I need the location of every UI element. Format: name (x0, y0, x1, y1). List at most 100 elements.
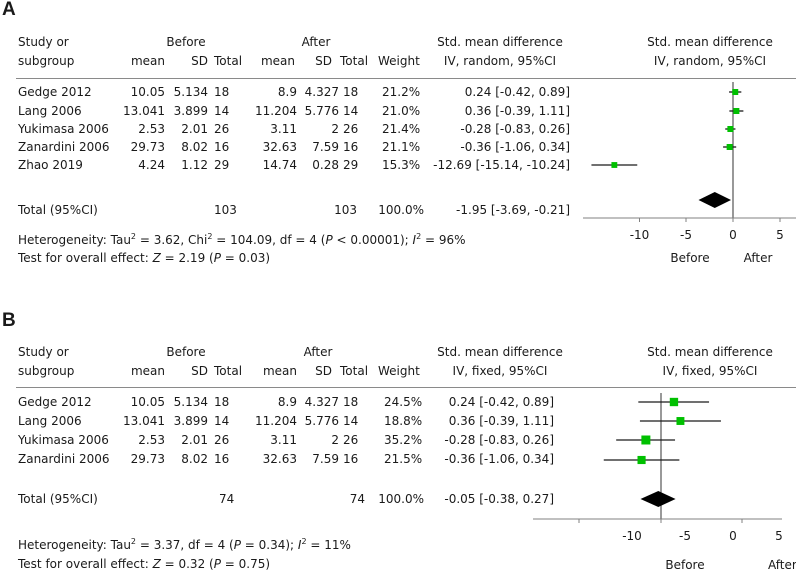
total-before: 29 (214, 158, 230, 172)
mean-before: 10.05 (130, 395, 165, 409)
study-name: Gedge 2012 (18, 85, 92, 99)
header-effect-line2: IV, random, 95%CI (443, 54, 557, 68)
mean-before: 10.05 (130, 85, 165, 99)
study-marker (637, 455, 646, 465)
header-group-after: After (303, 345, 333, 359)
study-name: Zanardini 2006 (18, 140, 110, 154)
header-weight: Weight (378, 364, 420, 378)
total-before: 18 (214, 395, 230, 409)
total-after: 29 (343, 158, 359, 172)
mean-after: 11.204 (255, 414, 297, 428)
mean-before: 2.53 (138, 433, 165, 447)
total-label-a: Total (95%CI) (18, 203, 98, 217)
mean-after: 14.74 (262, 158, 297, 172)
mean-before: 4.24 (138, 158, 165, 172)
study-name: Lang 2006 (18, 414, 82, 428)
total-ci-a: -1.95 [-3.69, -0.21] (456, 203, 570, 217)
header-study-line1: Study or (18, 35, 69, 49)
sd-after: 4.327 (304, 395, 339, 409)
total-n-after-a: 103 (334, 203, 357, 217)
effect-ci: 0.24 [-0.42, 0.89] (464, 85, 570, 99)
sd-before: 2.01 (181, 122, 208, 136)
sd-before: 1.12 (181, 158, 208, 172)
effect-ci: 0.36 [-0.39, 1.11] (448, 414, 554, 428)
mean-after: 3.11 (270, 433, 297, 447)
total-weight-b: 100.0% (378, 492, 424, 506)
header-effect-line1: Std. mean difference (437, 35, 563, 49)
pooled-diamond (640, 491, 676, 507)
mean-after: 8.9 (277, 85, 297, 99)
study-marker (676, 417, 685, 425)
header-plot-line2: IV, fixed, 95%CI (662, 364, 758, 378)
effect-ci: 0.24 [-0.42, 0.89] (448, 395, 554, 409)
header-plot-line1: Std. mean difference (647, 35, 773, 49)
heterogeneity-b: Heterogeneity: Tau2 = 3.37, df = 4 (P = … (18, 537, 351, 553)
header-weight: Weight (378, 54, 420, 68)
total-weight-a: 100.0% (378, 203, 424, 217)
sd-before: 2.01 (181, 433, 208, 447)
study-name: Zhao 2019 (18, 158, 83, 172)
total-after: 14 (343, 104, 359, 118)
header-mean-after: mean (262, 364, 297, 378)
header-sd-before: SD (191, 54, 208, 68)
total-after: 16 (343, 452, 359, 466)
study-marker (611, 162, 618, 168)
header-sd-after: SD (315, 54, 332, 68)
weight: 24.5% (384, 395, 423, 409)
weight: 35.2% (384, 433, 423, 447)
total-before: 16 (214, 452, 230, 466)
mean-before: 29.73 (130, 140, 165, 154)
study-name: Yukimasa 2006 (18, 122, 109, 136)
header-study-line2: subgroup (18, 54, 75, 68)
total-n-before-b: 74 (219, 492, 235, 506)
study-marker (669, 397, 679, 407)
panel-label-b: B (2, 310, 16, 331)
total-after: 26 (343, 433, 359, 447)
x-tick-label: -10 (630, 228, 650, 242)
study-marker (727, 126, 734, 132)
effect-ci: -0.28 [-0.83, 0.26] (460, 122, 570, 136)
study-name: Zanardini 2006 (18, 452, 110, 466)
weight: 18.8% (384, 414, 423, 428)
effect-ci: -12.69 [-15.14, -10.24] (433, 158, 570, 172)
weight: 21.0% (382, 104, 421, 118)
sd-before: 5.134 (173, 85, 208, 99)
favours-after-a: After (743, 251, 773, 265)
study-marker (641, 435, 651, 445)
study-marker (733, 108, 740, 114)
x-tick-label: -5 (680, 228, 692, 242)
header-total-after: Total (340, 54, 369, 68)
x-tick-label: 0 (729, 529, 737, 543)
mean-after: 3.11 (270, 122, 297, 136)
mean-before: 13.041 (123, 104, 165, 118)
weight: 21.1% (382, 140, 421, 154)
total-n-after-b: 74 (349, 492, 365, 506)
effect-ci: 0.36 [-0.39, 1.11] (464, 104, 570, 118)
header-study-line2: subgroup (18, 364, 75, 378)
header-effect-line2: IV, fixed, 95%CI (452, 364, 548, 378)
total-label-b: Total (95%CI) (18, 492, 98, 506)
header-plot-line2: IV, random, 95%CI (653, 54, 767, 68)
header-mean-before: mean (130, 54, 165, 68)
sd-before: 5.134 (173, 395, 208, 409)
weight: 21.2% (382, 85, 421, 99)
sd-after: 2 (331, 122, 339, 136)
total-after: 18 (343, 395, 359, 409)
mean-after: 32.63 (262, 140, 297, 154)
x-tick-label: -5 (679, 529, 691, 543)
mean-before: 2.53 (138, 122, 165, 136)
sd-after: 4.327 (304, 85, 339, 99)
sd-before: 3.899 (173, 104, 208, 118)
header-total-before: Total (214, 54, 243, 68)
header-divider-b (16, 387, 796, 388)
header-group-before: Before (166, 35, 206, 49)
header-sd-after: SD (315, 364, 332, 378)
total-n-before-a: 103 (214, 203, 237, 217)
x-tick-label: -10 (622, 529, 642, 543)
favours-after-b: After (768, 558, 796, 572)
effect-ci: -0.36 [-1.06, 0.34] (444, 452, 554, 466)
mean-before: 13.041 (123, 414, 165, 428)
total-before: 14 (214, 104, 230, 118)
header-mean-before: mean (130, 364, 165, 378)
